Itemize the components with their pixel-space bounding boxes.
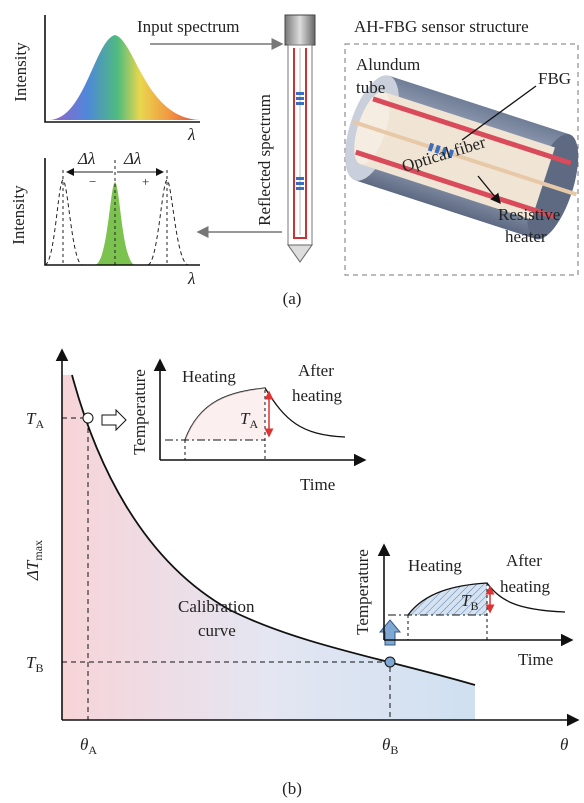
axis-label: Intensity — [11, 42, 30, 102]
x-tick: θA — [80, 735, 97, 757]
reflected-plot: Intensity λ Δλ − Δλ + — [9, 149, 200, 288]
arrow-label: Reflected spectrum — [255, 94, 274, 226]
shift-sign: − — [89, 174, 96, 189]
curve-area — [62, 375, 475, 720]
marker-label: TB — [461, 591, 478, 613]
part-label: FBG — [538, 69, 571, 88]
axis-label: λ — [187, 125, 195, 144]
structure-title: AH-FBG sensor structure — [354, 17, 529, 36]
probe — [284, 14, 316, 263]
leader — [461, 85, 537, 141]
part-label: Resistive — [498, 205, 560, 224]
leader — [477, 175, 501, 205]
inset-a: Temperature Time Heating After heating T… — [130, 358, 367, 494]
point — [384, 656, 396, 668]
caption: (a) — [283, 289, 302, 308]
caption: (b) — [282, 779, 302, 798]
shift-label: Δλ — [77, 149, 95, 168]
inset-b: Temperature Time Heating After heating T… — [353, 543, 574, 669]
arrow-label: Input spectrum — [137, 17, 239, 36]
y-label: ΔTmax — [23, 540, 45, 581]
phase-label: After — [298, 361, 334, 380]
shift-sign: + — [142, 174, 149, 189]
phase-label: heating — [500, 577, 551, 596]
x-label: θ — [560, 735, 568, 754]
axis-label: λ — [187, 269, 195, 288]
part-label: heater — [505, 227, 547, 246]
phase-label: Heating — [182, 367, 236, 386]
phase-label: Heating — [408, 556, 462, 575]
curve-label: Calibration — [178, 597, 255, 616]
axis-label: Temperature — [130, 369, 149, 455]
y-tick: TA — [26, 409, 44, 431]
axis-label: Time — [300, 475, 335, 494]
hollow-arrow — [101, 408, 127, 432]
part-label: Alundum — [356, 55, 420, 74]
input-plot: Intensity λ — [11, 15, 200, 144]
y-tick: TB — [26, 653, 43, 675]
point — [82, 412, 94, 424]
structure-box — [344, 43, 579, 276]
up-arrow — [378, 619, 402, 646]
phase-label: After — [506, 551, 542, 570]
curve-label: curve — [198, 621, 236, 640]
shift-label: Δλ — [123, 149, 141, 168]
x-tick: θB — [382, 735, 398, 757]
axis-label: Time — [518, 650, 553, 669]
axis-label: Temperature — [353, 549, 372, 635]
axis-label: Intensity — [9, 185, 28, 245]
phase-label: heating — [292, 386, 343, 405]
tube-drawing — [345, 75, 579, 240]
marker-label: TA — [240, 409, 258, 431]
part-label: tube — [356, 78, 385, 97]
